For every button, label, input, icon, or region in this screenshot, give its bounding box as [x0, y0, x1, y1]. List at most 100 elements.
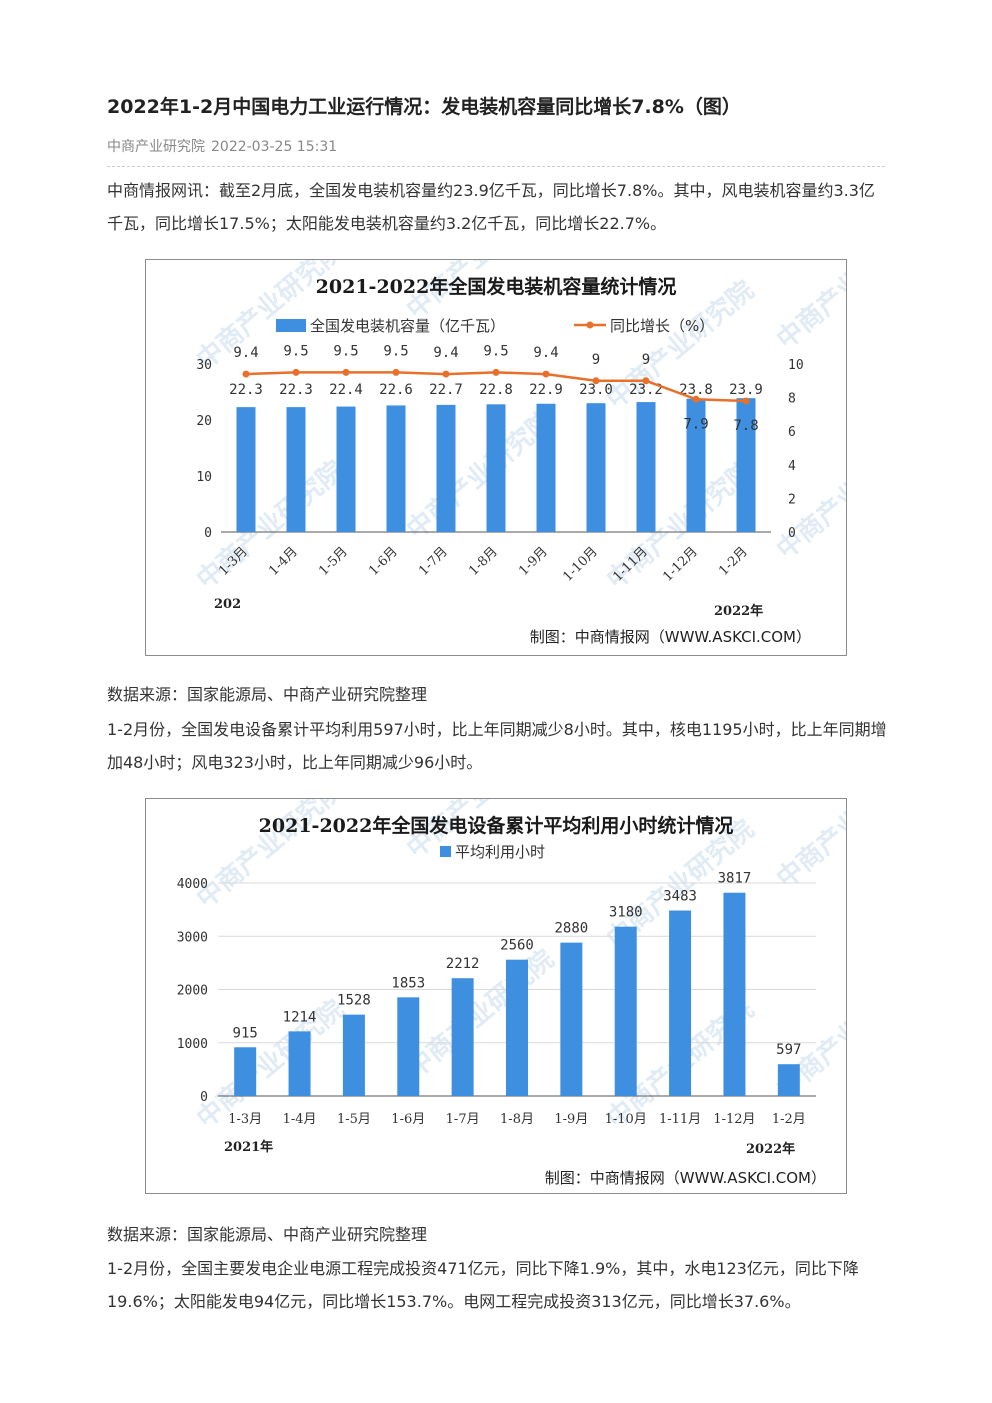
chart-capacity: 中商产业研究院 中商产业研究院 中商产业研究院 中商产业研究院 中商产业研究院 中商产业研…	[145, 259, 847, 656]
x-category-label: 1-2月	[772, 1112, 806, 1127]
bar-value-label: 915	[233, 1025, 258, 1041]
bar-hours	[777, 1064, 800, 1096]
bar-capacity	[286, 407, 306, 532]
chart-credit: 制图：中商情报网（WWW.ASKCI.COM）	[530, 628, 811, 646]
line-point-growth	[242, 370, 250, 378]
line-value-label: 9.5	[333, 343, 358, 359]
article-meta: 中商产业研究院 2022-03-25 15:31	[107, 136, 343, 156]
x-category-label: 1-7月	[446, 1112, 480, 1127]
y-left-tick-label: 10	[196, 470, 212, 485]
bar-hours	[560, 942, 583, 1096]
bar-value-label: 2212	[446, 956, 480, 972]
watermark-text: 中商产业研究院	[771, 260, 846, 355]
bar-value-label: 22.7	[429, 382, 463, 398]
watermark-text: 中商产业研究院	[191, 994, 350, 1135]
y-right-tick-label: 6	[788, 425, 796, 440]
line-value-label: 9.4	[233, 345, 258, 361]
bar-capacity	[336, 406, 356, 532]
paragraph-utilization: 1-2月份，全国发电设备累计平均利用597小时，比上年同期减少8小时。其中，核电…	[107, 720, 887, 772]
y-tick-label: 4000	[177, 877, 208, 892]
article-title: 2022年1-2月中国电力工业运行情况：发电装机容量同比增长7.8%（图）	[107, 96, 741, 118]
y-right-tick-label: 2	[788, 492, 796, 507]
chart-credit: 制图：中商情报网（WWW.ASKCI.COM）	[545, 1169, 826, 1187]
line-value-label: 9	[642, 352, 650, 368]
watermark-text: 中商产业研究院	[401, 405, 560, 546]
line-point-growth	[642, 377, 650, 385]
line-point-growth	[742, 397, 750, 405]
line-value-label: 9	[592, 352, 600, 368]
year-label-end: 2022年	[746, 1141, 795, 1157]
source-note-2: 数据来源：国家能源局、中商产业研究院整理	[107, 1225, 428, 1244]
bar-value-label: 22.6	[379, 382, 413, 398]
y-right-tick-label: 10	[788, 358, 804, 373]
x-category-label: 1-4月	[266, 544, 301, 579]
bar-hours	[234, 1047, 257, 1096]
watermark-text: 中商产业研究院	[771, 799, 846, 894]
x-category-label: 1-6月	[366, 544, 401, 579]
bar-capacity	[386, 405, 406, 532]
y-tick-label: 3000	[177, 930, 208, 945]
line-point-growth	[392, 368, 400, 376]
chart-title: 2021-2022年全国发电装机容量统计情况	[316, 275, 677, 298]
x-category-label: 1-9月	[554, 1112, 588, 1127]
x-category-label: 1-3月	[228, 1112, 262, 1127]
article-source[interactable]: 中商产业研究院	[107, 139, 205, 155]
bar-value-label: 3483	[663, 889, 697, 905]
chart-utilization: 中商产业研究院 中商产业研究院 中商产业研究院 中商产业研究院 中商产业研究院 中商产业研…	[145, 798, 847, 1194]
bar-hours	[723, 892, 746, 1096]
bar-capacity	[586, 403, 606, 532]
line-value-label: 7.9	[683, 416, 708, 432]
bar-value-label: 23.2	[629, 382, 663, 398]
bar-hours	[342, 1014, 365, 1096]
bar-value-label: 2880	[555, 921, 589, 937]
x-category-label: 1-6月	[391, 1112, 425, 1127]
paragraph-investment: 1-2月份，全国主要发电企业电源工程完成投资471亿元，同比下降1.9%，其中，…	[107, 1259, 859, 1311]
paragraph-capacity: 中商情报网讯：截至2月底，全国发电装机容量约23.9亿千瓦，同比增长7.8%。其…	[107, 181, 875, 233]
line-value-label: 9.5	[483, 343, 508, 359]
x-category-label: 1-5月	[316, 544, 351, 579]
line-point-growth	[692, 395, 700, 403]
y-right-tick-label: 0	[788, 526, 796, 541]
article-datetime: 2022-03-25 15:31	[211, 139, 338, 155]
legend-label-line: 同比增长（%）	[610, 317, 714, 335]
watermark-text: 中商产业研究院	[401, 944, 560, 1085]
bar-hours	[451, 978, 474, 1096]
line-point-growth	[342, 368, 350, 376]
bar-value-label: 1853	[391, 975, 425, 991]
bar-value-label: 23.8	[679, 382, 713, 398]
bar-hours	[288, 1031, 311, 1096]
title-divider	[107, 166, 885, 167]
y-tick-label: 2000	[177, 984, 208, 999]
source-note-1: 数据来源：国家能源局、中商产业研究院整理	[107, 685, 428, 704]
legend-marker-line	[586, 321, 594, 329]
year-label-start: 2021年	[224, 1139, 273, 1155]
y-left-tick-label: 30	[196, 358, 212, 373]
year-label-start: 202	[214, 597, 241, 612]
line-value-label: 9.4	[533, 345, 558, 361]
x-category-label: 1-12月	[713, 1112, 755, 1127]
bar-value-label: 22.4	[329, 382, 363, 398]
bar-value-label: 23.9	[729, 382, 763, 398]
line-point-growth	[542, 370, 550, 378]
bar-value-label: 22.9	[529, 382, 563, 398]
legend-swatch-bar	[440, 846, 451, 857]
x-category-label: 1-8月	[466, 544, 501, 579]
bar-hours	[397, 997, 420, 1096]
bar-value-label: 1214	[283, 1009, 317, 1025]
line-value-label: 9.5	[383, 343, 408, 359]
y-tick-label: 1000	[177, 1037, 208, 1052]
line-value-label: 9.5	[283, 343, 308, 359]
x-category-label: 1-9月	[516, 544, 551, 579]
bar-value-label: 3180	[609, 905, 643, 921]
y-left-tick-label: 20	[196, 414, 212, 429]
bar-value-label: 597	[776, 1042, 801, 1058]
line-point-growth	[592, 377, 600, 385]
bar-value-label: 1528	[337, 993, 371, 1009]
legend-label-bar: 平均利用小时	[455, 843, 545, 861]
bar-capacity	[536, 403, 556, 532]
x-category-label: 1-8月	[500, 1112, 534, 1127]
x-category-label: 1-7月	[416, 544, 451, 579]
x-category-label: 1-10月	[605, 1112, 647, 1127]
x-category-label: 1-10月	[560, 544, 600, 584]
